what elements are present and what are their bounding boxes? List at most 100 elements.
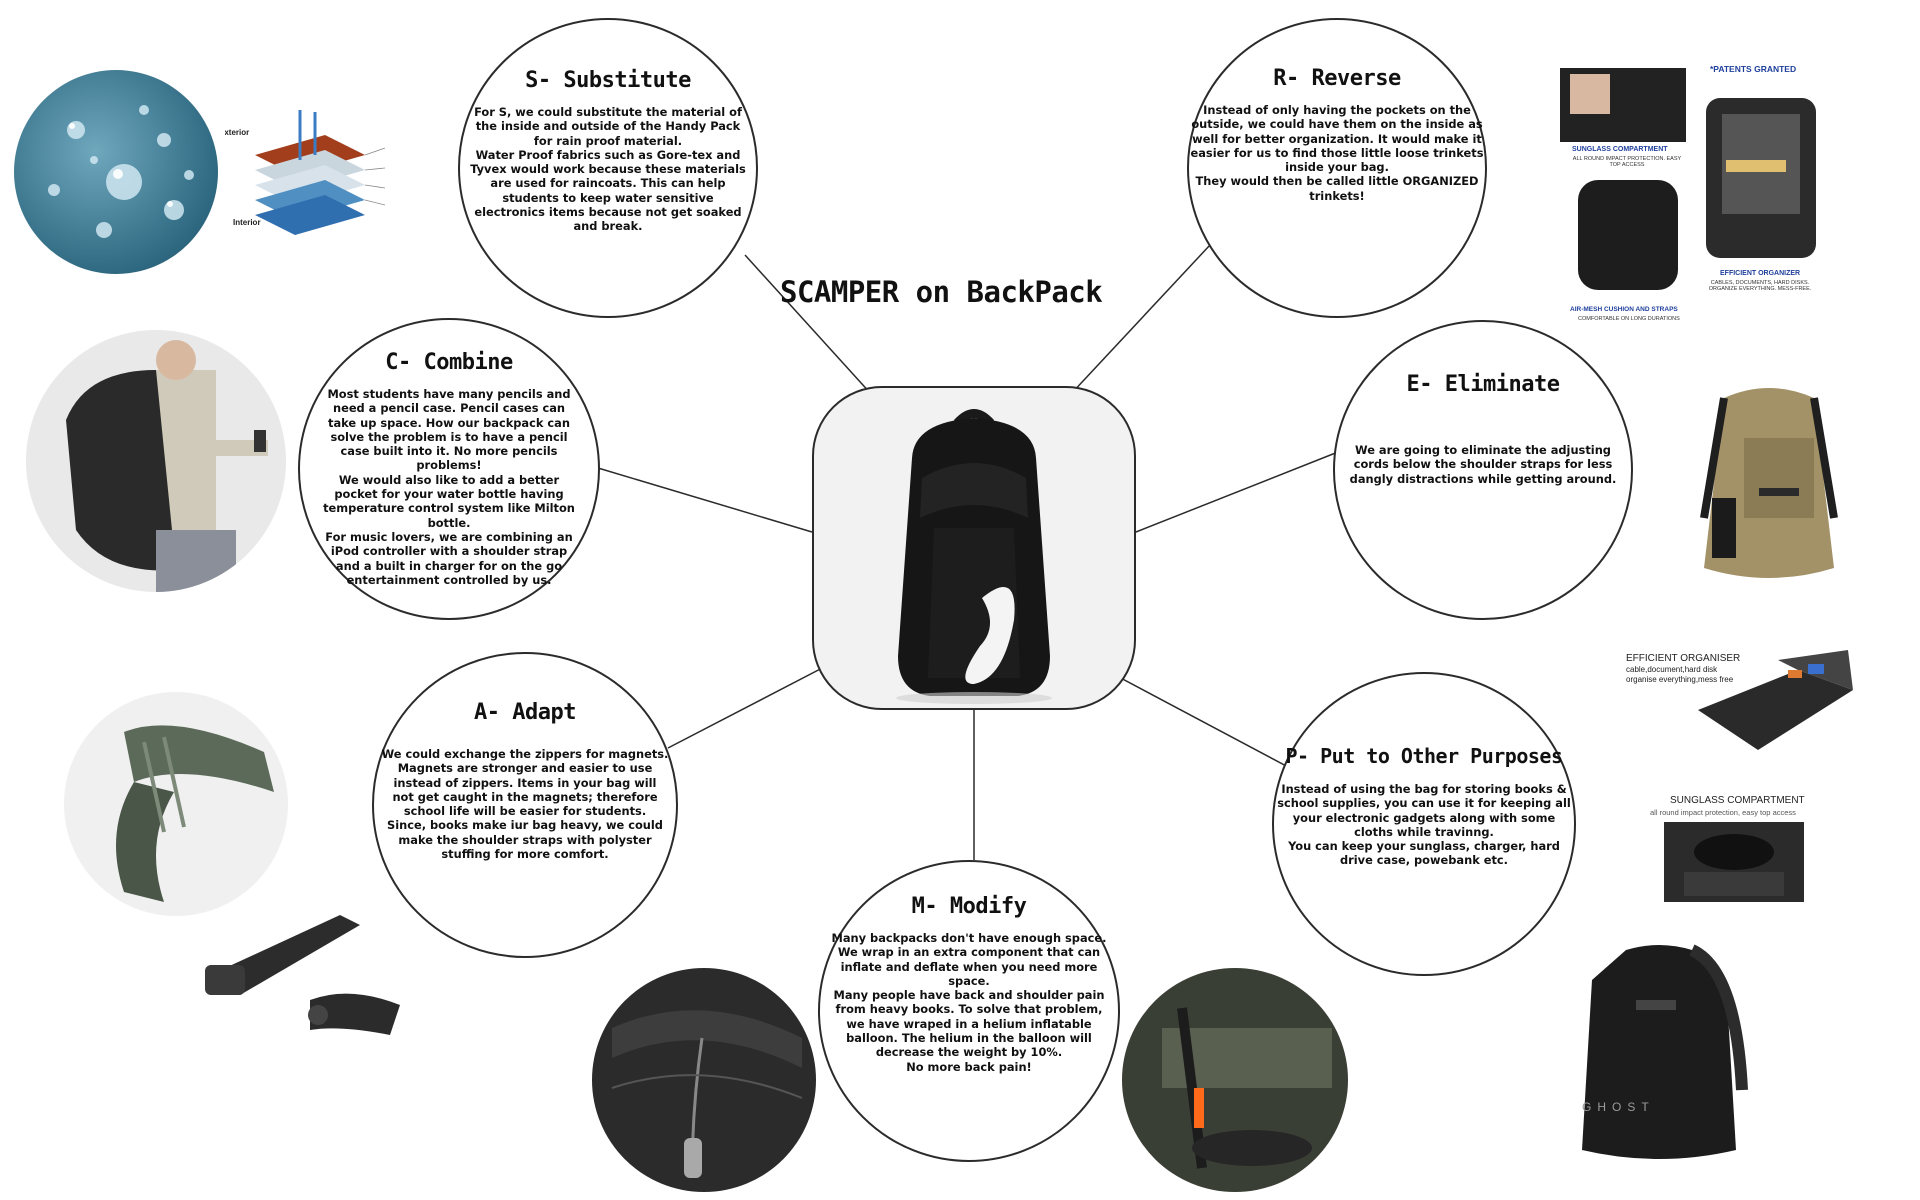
- substitute-heading: S- Substitute: [525, 68, 691, 93]
- eliminate-heading: E- Eliminate: [1406, 372, 1560, 397]
- combine-line: solve the problem is to have a pencil: [330, 429, 568, 444]
- purposes-line: You can keep your sunglass, charger, har…: [1288, 839, 1560, 854]
- connector-adapt: [667, 664, 829, 749]
- combine-line: entertainment controlled by us.: [346, 572, 552, 587]
- combine-text: Most students have many pencils and need…: [323, 387, 575, 587]
- purposes-bubble: P- Put to Other Purposes Instead of usin…: [1272, 672, 1576, 976]
- strap-webbing-photo: [64, 692, 288, 916]
- combine-line: bottle.: [427, 515, 471, 530]
- modify-line: from heavy books. To solve that problem,: [835, 1002, 1103, 1017]
- reverse-line: outside, we could have them on the insid…: [1191, 117, 1483, 132]
- combine-line: need a pencil case. Pencil cases can: [332, 401, 566, 416]
- combine-line: and a built in charger for on the go: [335, 558, 563, 573]
- ghost-brand-label: GHOST: [1582, 1100, 1655, 1114]
- substitute-line: the inside and outside of the Handy Pack: [475, 119, 741, 134]
- modify-text: Many backpacks don't have enough space. …: [832, 931, 1107, 1074]
- open-organiser-photo: [1688, 650, 1858, 760]
- reverse-line: Instead of only having the pockets on th…: [1203, 103, 1471, 117]
- combine-line: iPod controller with a shoulder strap: [330, 544, 568, 559]
- airmesh-sub: COMFORTABLE ON LONG DURATIONS: [1578, 316, 1680, 322]
- adapt-line: instead of zippers. Items in your bag wi…: [393, 775, 657, 790]
- sunglass-grey-sub: all round impact protection, easy top ac…: [1650, 808, 1796, 817]
- purposes-heading: P- Put to Other Purposes: [1285, 744, 1563, 768]
- connector-eliminate: [1135, 451, 1339, 533]
- efficient-organiser-label: EFFICIENT ORGANISER: [1626, 653, 1741, 664]
- backpack-illustration: [896, 409, 1052, 704]
- reverse-line: They would then be called little ORGANIZ…: [1195, 174, 1479, 189]
- adapt-line: not get caught in the magnets; therefore: [392, 789, 658, 804]
- center-backpack-card: [812, 386, 1136, 710]
- eliminate-bubble: E- Eliminate We are going to eliminate t…: [1333, 320, 1633, 620]
- expandable-zipper-photo: [592, 968, 816, 1192]
- modify-line: No more back pain!: [906, 1059, 1032, 1074]
- substitute-bubble: S- Substitute For S, we could substitute…: [458, 18, 758, 318]
- modify-line: Many people have back and shoulder pain: [833, 988, 1105, 1003]
- purposes-line: cloths while travinng.: [1354, 824, 1494, 839]
- substitute-line: for rain proof material.: [533, 133, 683, 148]
- adapt-line: stuffing for more comfort.: [441, 847, 609, 862]
- reverse-line: well for better organization. It would m…: [1192, 131, 1482, 146]
- combine-bubble: C- Combine Most students have many penci…: [298, 318, 600, 620]
- modify-bubble: M- Modify Many backpacks don't have enou…: [818, 860, 1120, 1162]
- connector-substitute: [744, 254, 873, 396]
- substitute-line: are used for raincoats. This can help: [490, 176, 726, 191]
- purposes-line: Instead of using the bag for storing boo…: [1281, 782, 1567, 796]
- modify-line: We wrap in an extra component that can: [837, 945, 1101, 960]
- modify-line: decrease the weight by 10%.: [875, 1045, 1063, 1060]
- connector-reverse: [1069, 244, 1211, 396]
- purposes-line: drive case, powebank etc.: [1339, 853, 1508, 868]
- reverse-heading: R- Reverse: [1273, 66, 1401, 91]
- efficient-organiser-sub1: cable,document,hard disk: [1626, 665, 1718, 674]
- organizer-blue-sub: CABLES, DOCUMENTS, HARD DISKS. ORGANIZE …: [1708, 280, 1812, 292]
- eliminate-line: dangly distractions while getting around…: [1349, 471, 1617, 486]
- page-title: SCAMPER on BackPack: [780, 275, 1103, 309]
- patents-label: *PATENTS GRANTED: [1710, 64, 1797, 74]
- substitute-line: For S, we could substitute the material …: [474, 105, 742, 119]
- modify-line: balloon. The helium in the balloon will: [846, 1031, 1092, 1046]
- reverse-bubble: R- Reverse Instead of only having the po…: [1187, 18, 1487, 318]
- purposes-line: school supplies, you can use it for keep…: [1277, 796, 1571, 811]
- sunglass-blue-label: SUNGLASS COMPARTMENT: [1572, 146, 1668, 153]
- fabric-layers-diagram: Exterior Interior: [225, 100, 425, 250]
- adapt-line: We could exchange the zippers for magnet…: [381, 747, 669, 761]
- substitute-text: For S, we could substitute the material …: [470, 105, 746, 234]
- substitute-line: students to keep water sensitive: [502, 190, 714, 205]
- adapt-bubble: A- Adapt We could exchange the zippers f…: [372, 652, 678, 958]
- eliminate-line: cords below the shoulder straps for less: [1353, 457, 1613, 472]
- khaki-backpack-photo: [1684, 378, 1854, 590]
- adapt-line: Since, books make iur bag heavy, we coul…: [387, 818, 663, 833]
- purposes-text: Instead of using the bag for storing boo…: [1277, 782, 1571, 868]
- modify-line: space.: [948, 973, 990, 988]
- substitute-line: electronics items because not get soaked: [474, 205, 742, 220]
- combine-line: Most students have many pencils and: [327, 387, 571, 401]
- reverse-line: inside your bag.: [1285, 160, 1389, 175]
- combine-line: We would also like to add a better: [338, 472, 560, 487]
- combine-line: temperature control system like Milton: [323, 501, 575, 516]
- reverse-line: easier for us to find those little loose…: [1190, 145, 1484, 160]
- bag-detail-photo: [1122, 968, 1348, 1192]
- waterproof-fabric-photo: [14, 70, 218, 274]
- ghost-backpack-photo: GHOST: [1566, 940, 1752, 1168]
- reverse-line: trinkets!: [1309, 188, 1365, 203]
- reverse-text: Instead of only having the pockets on th…: [1191, 103, 1484, 203]
- combine-line: For music lovers, we are combining an: [325, 529, 573, 544]
- combine-line: case built into it. No more pencils: [340, 444, 558, 459]
- connector-purposes: [1114, 674, 1291, 769]
- sunglass-blue-sub: ALL ROUND IMPACT PROTECTION. EASY TOP AC…: [1572, 156, 1682, 168]
- zipper-pull-photo: [200, 905, 410, 1055]
- organizer-photo-grid: *PATENTS GRANTED SUNGLASS COMPARTMENT AL…: [1560, 64, 1820, 326]
- connector-combine: [597, 467, 813, 533]
- modify-line: we have wraped in a helium inflatable: [846, 1016, 1092, 1031]
- interior-label: Interior: [233, 218, 261, 227]
- eliminate-line: We are going to eliminate the adjusting: [1355, 443, 1611, 457]
- efficient-organiser-sub2: organise everything,mess free: [1626, 675, 1734, 684]
- sunglass-grey-label: SUNGLASS COMPARTMENT: [1670, 795, 1805, 806]
- adapt-heading: A- Adapt: [474, 700, 576, 725]
- man-with-backpack-photo: [26, 330, 286, 592]
- modify-heading: M- Modify: [911, 894, 1027, 919]
- purposes-line: your electronic gadgets along with some: [1292, 810, 1556, 825]
- combine-heading: C- Combine: [385, 350, 513, 375]
- adapt-line: make the shoulder straps with polyster: [398, 832, 652, 847]
- combine-line: problems!: [416, 458, 482, 473]
- airmesh-label: AIR-MESH CUSHION AND STRAPS: [1570, 306, 1678, 313]
